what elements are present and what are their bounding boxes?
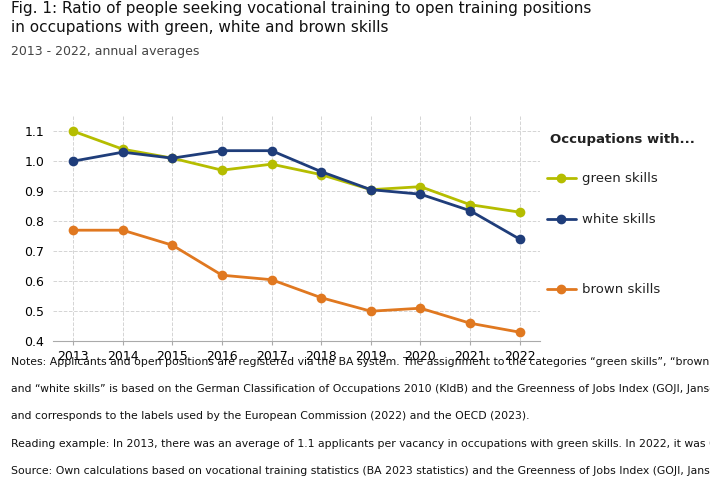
Text: brown skills: brown skills xyxy=(582,283,660,296)
Text: Reading example: In 2013, there was an average of 1.1 applicants per vacancy in : Reading example: In 2013, there was an a… xyxy=(11,439,710,449)
Text: green skills: green skills xyxy=(582,172,658,185)
Text: Source: Own calculations based on vocational training statistics (BA 2023 statis: Source: Own calculations based on vocati… xyxy=(11,466,710,476)
Text: Fig. 1: Ratio of people seeking vocational training to open training positions: Fig. 1: Ratio of people seeking vocation… xyxy=(11,1,591,16)
Text: Notes: Applicants and open positions are registered via the BA system. The assig: Notes: Applicants and open positions are… xyxy=(11,357,710,367)
Text: Occupations with...: Occupations with... xyxy=(550,133,695,146)
Text: in occupations with green, white and brown skills: in occupations with green, white and bro… xyxy=(11,20,388,35)
Text: 2013 - 2022, annual averages: 2013 - 2022, annual averages xyxy=(11,45,199,58)
Text: and “white skills” is based on the German Classification of Occupations 2010 (Kl: and “white skills” is based on the Germa… xyxy=(11,384,710,394)
Text: and corresponds to the labels used by the European Commission (2022) and the OEC: and corresponds to the labels used by th… xyxy=(11,411,529,422)
Text: white skills: white skills xyxy=(582,212,656,226)
